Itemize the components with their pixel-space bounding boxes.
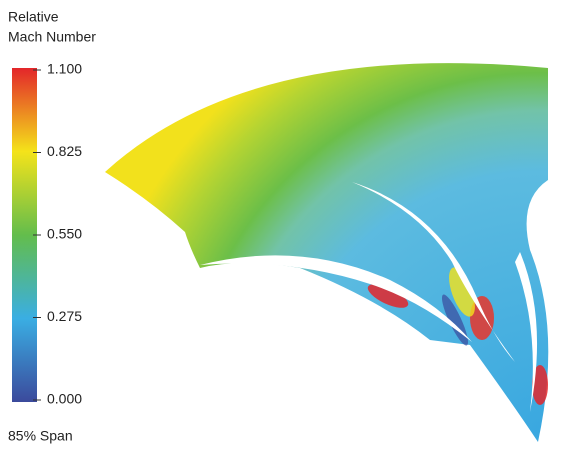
high-region — [532, 365, 548, 405]
domain — [105, 63, 549, 442]
tick-label: 0.550 — [47, 226, 82, 242]
colorbar-title: Mach Number — [8, 29, 96, 45]
contour-field — [105, 63, 549, 442]
blade — [515, 252, 538, 412]
high-region — [470, 296, 494, 340]
high-region — [367, 284, 409, 308]
colorbar-title: Relative — [8, 9, 59, 25]
colorbar — [12, 68, 37, 402]
blade — [200, 255, 472, 342]
tick-label: 1.100 — [47, 61, 82, 77]
mid-region — [449, 267, 475, 317]
tick-label: 0.825 — [47, 143, 82, 159]
annotation: 85% Span — [8, 428, 73, 444]
tick-label: 0.275 — [47, 308, 82, 324]
tick-label: 0.000 — [47, 391, 82, 407]
